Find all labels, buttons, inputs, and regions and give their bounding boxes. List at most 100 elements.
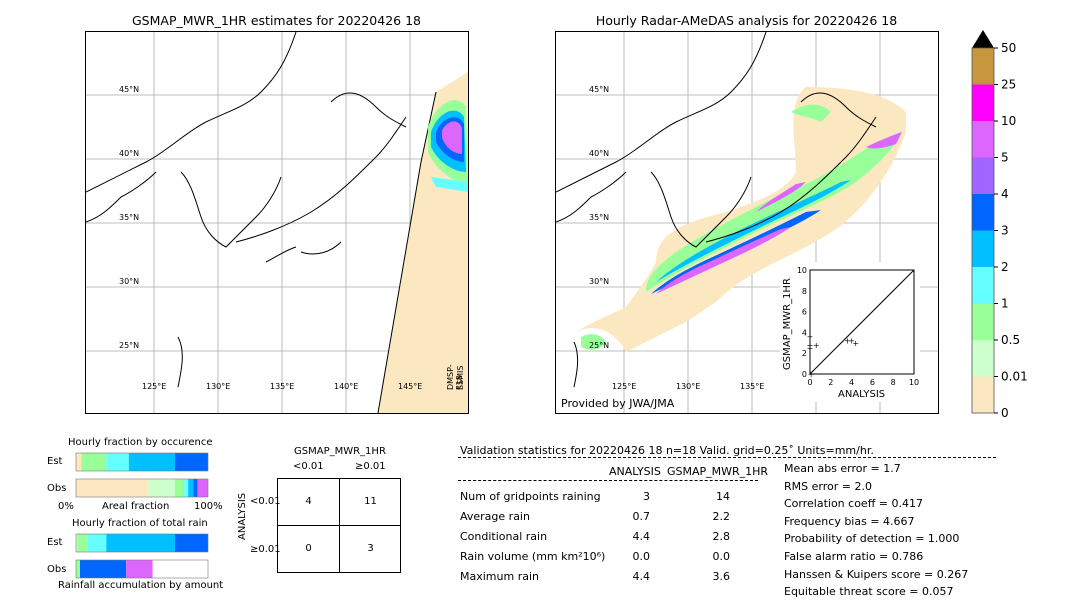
- totalrain-bar-segment: [76, 534, 78, 552]
- colorbar-segment: [972, 194, 994, 231]
- occurence-bar-segment: [175, 479, 185, 497]
- scatter-xtick: 0: [807, 378, 812, 387]
- scatter-xtick: 10: [909, 378, 919, 387]
- lat-label: 25°N: [589, 341, 610, 350]
- scatter-xtick: 2: [828, 378, 833, 387]
- stat-gsmap-value: 2.2: [712, 510, 731, 523]
- occurence-obs-label: Obs: [47, 483, 67, 494]
- left-map: 45°N 40°N 35°N 30°N 25°N 125°E 130°E 135…: [85, 31, 469, 414]
- colorbar-label: 4: [1001, 187, 1009, 201]
- contingency-row-lt: <0.01: [250, 496, 281, 507]
- score-line: False alarm ratio = 0.786: [784, 550, 924, 563]
- stat-gsmap-value: 2.8: [712, 530, 731, 543]
- colorbar-segment: [972, 121, 994, 158]
- stat-label: Conditional rain: [460, 530, 548, 543]
- scatter-point: +: [852, 339, 859, 348]
- colorbar-label: 0.01: [1001, 370, 1028, 384]
- table-divider: [458, 480, 758, 481]
- colorbar-label: 2: [1001, 260, 1009, 274]
- stat-gsmap-value: 0.0: [712, 550, 731, 563]
- score-line: RMS error = 2.0: [784, 479, 872, 493]
- occurence-bars: [75, 452, 209, 498]
- lon-label: 130°E: [206, 382, 231, 391]
- scatter-ytick: 0: [802, 370, 807, 379]
- totalrain-bar-segment: [87, 534, 107, 552]
- occurence-title: Hourly fraction by occurence: [68, 437, 213, 448]
- lat-label: 35°N: [119, 213, 140, 222]
- scatter-ylabel: GSMAP_MWR_1HR: [782, 278, 793, 370]
- right-map: 45°N 40°N 35°N 30°N 25°N 125°E 130°E 135…: [555, 31, 939, 414]
- lon-label: 130°E: [676, 382, 701, 391]
- stat-gsmap-value: 14: [716, 490, 730, 503]
- occurence-xtick-0: 0%: [58, 501, 74, 512]
- score-line: Equitable threat score = 0.057: [784, 585, 954, 599]
- stat-gsmap-value: 3.6: [712, 570, 731, 583]
- totalrain-xlabel: Rainfall accumulation by amount: [58, 580, 224, 591]
- contingency-title: GSMAP_MWR_1HR: [294, 446, 386, 457]
- occurence-bar-segment: [76, 479, 149, 497]
- scatter-ytick: 2: [802, 349, 807, 358]
- colorbar-extend: [972, 30, 994, 48]
- lon-label: 135°E: [740, 382, 765, 391]
- lat-label: 35°N: [589, 213, 610, 222]
- lon-label: 140°E: [334, 382, 359, 391]
- scatter-xtick: 6: [870, 378, 875, 387]
- totalrain-bar-segment: [76, 560, 80, 578]
- occurence-bar-segment: [193, 479, 198, 497]
- colorbar: 50 25 10 5 4 3 2 1 0.5 0.01 0: [971, 30, 1028, 418]
- score-line: Mean abs error = 1.7: [784, 462, 901, 475]
- colorbar-segment: [972, 230, 994, 267]
- scatter-point: +: [844, 337, 851, 346]
- colorbar-label: 3: [1001, 224, 1009, 238]
- validation-divider: [458, 457, 996, 458]
- totalrain-bar-outline: [75, 559, 209, 579]
- scatter-ytick: 10: [797, 266, 807, 275]
- scatter-xlabel: ANALYSIS: [838, 389, 886, 400]
- contingency-grid: 4 11 0 3: [277, 478, 401, 573]
- scatter-ytick: 6: [802, 308, 807, 317]
- colorbar-label: 0: [1001, 406, 1009, 418]
- colorbar-segment: [972, 267, 994, 304]
- scatter-point: +: [807, 341, 814, 350]
- occurence-bar-segment: [197, 479, 208, 497]
- lat-label: 40°N: [119, 149, 140, 158]
- scatter-xtick: 8: [891, 378, 896, 387]
- left-map-canvas: [86, 32, 468, 413]
- scatter-point: +: [807, 344, 814, 353]
- colorbar-label: 25: [1001, 78, 1016, 92]
- occurence-bar-segment: [76, 453, 82, 471]
- contingency-cell: 0: [305, 543, 312, 554]
- stat-label: Maximum rain: [460, 570, 539, 583]
- occurence-xlabel: Areal fraction: [102, 501, 170, 512]
- col-gsmap: GSMAP_MWR_1HR: [667, 465, 769, 478]
- lat-label: 40°N: [589, 149, 610, 158]
- occurence-xtick-1: 100%: [194, 501, 223, 512]
- scatter-diagonal: [809, 269, 915, 375]
- contingency-col-lt: <0.01: [293, 461, 324, 472]
- contingency-row-axis: ANALYSIS: [237, 492, 248, 540]
- occurence-bar-segment: [106, 453, 129, 471]
- occurence-bar-segment: [188, 479, 194, 497]
- validation-header: Validation statistics for 20220426 18 n=…: [460, 444, 874, 457]
- totalrain-bar-segment: [106, 534, 175, 552]
- colorbar-label: 0.5: [1001, 333, 1020, 347]
- lon-label: 145°E: [398, 382, 423, 391]
- colorbar-segment: [972, 84, 994, 121]
- occurence-bar-outline: [75, 478, 209, 498]
- score-line: Frequency bias = 4.667: [784, 514, 915, 528]
- provider-label: Provided by JWA/JMA: [561, 397, 675, 410]
- colorbar-label: 5: [1001, 151, 1009, 165]
- lat-label: 25°N: [119, 341, 140, 350]
- totalrain-bar-segment: [126, 560, 153, 578]
- colorbar-segment: [972, 340, 994, 377]
- lat-label: 45°N: [119, 85, 140, 94]
- colorbar-segment: [972, 303, 994, 340]
- score-line: Hanssen & Kuipers score = 0.267: [784, 567, 969, 581]
- occurence-bar-segment: [148, 479, 175, 497]
- contingency-col-ge: ≥0.01: [355, 461, 386, 472]
- occurence-est-label: Est: [47, 456, 63, 467]
- occurence-bar-segment: [81, 453, 107, 471]
- colorbar-label: 50: [1001, 41, 1016, 55]
- stat-analysis-value: 4.4: [632, 570, 651, 583]
